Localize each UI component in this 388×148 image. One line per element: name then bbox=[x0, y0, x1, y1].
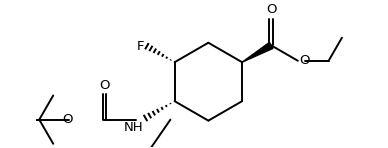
Text: O: O bbox=[266, 3, 277, 16]
Text: O: O bbox=[99, 79, 110, 92]
Polygon shape bbox=[242, 42, 273, 62]
Text: O: O bbox=[299, 54, 310, 67]
Text: F: F bbox=[137, 40, 144, 53]
Text: NH: NH bbox=[124, 121, 144, 134]
Text: O: O bbox=[62, 113, 73, 126]
